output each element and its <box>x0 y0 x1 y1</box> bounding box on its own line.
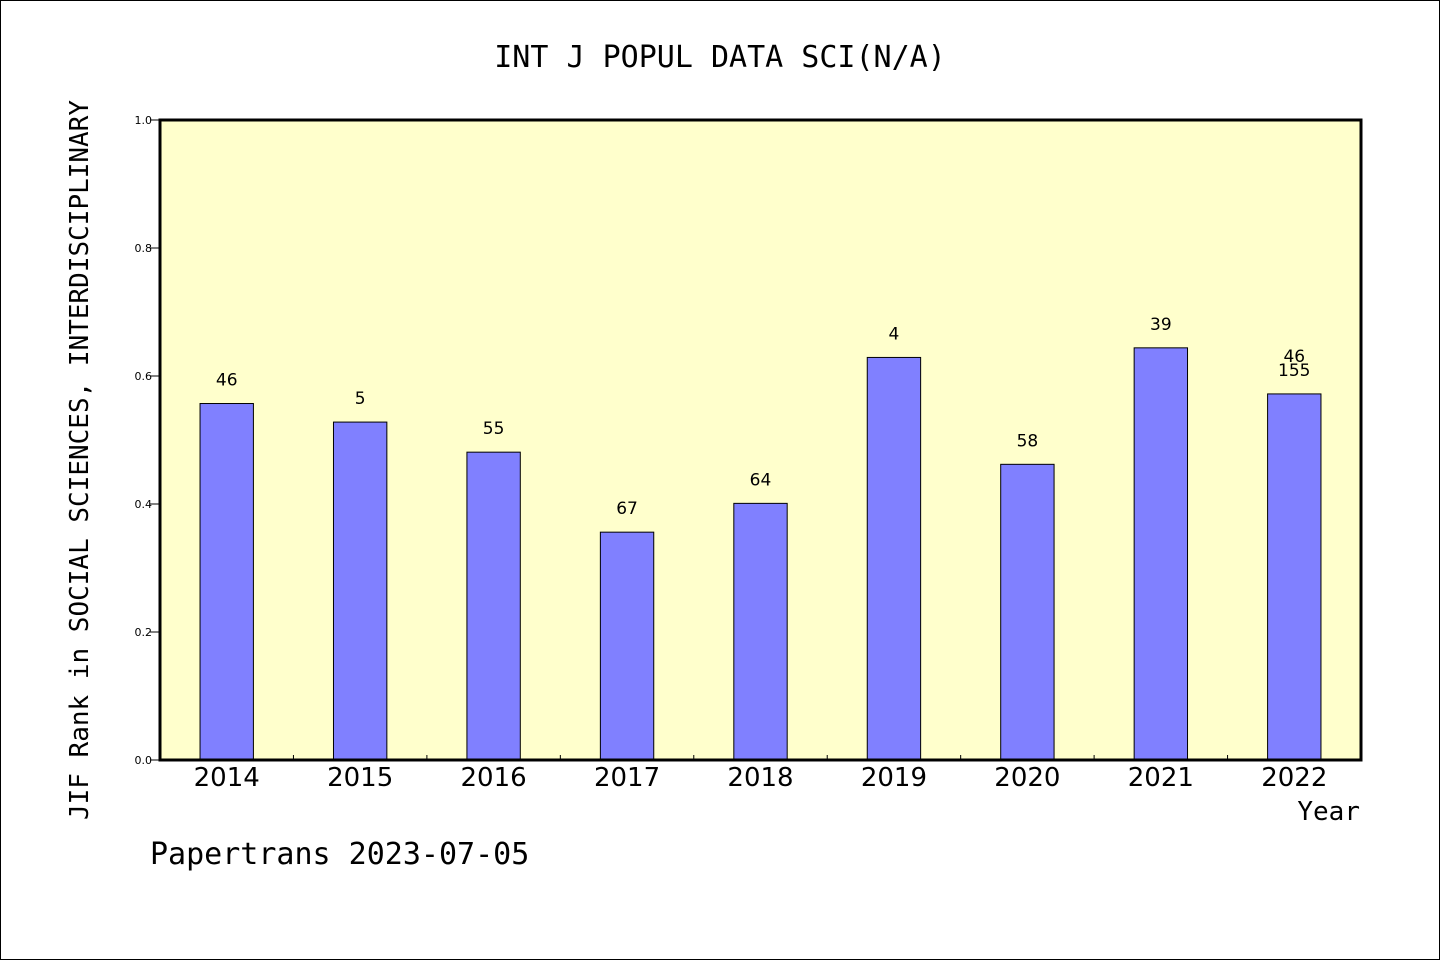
data-label-2018: 64 <box>750 470 772 490</box>
data-label-2015: 5 <box>355 389 366 409</box>
x-tick-label-2021: 2021 <box>1128 763 1194 793</box>
bar-2022 <box>1267 393 1322 761</box>
bar-2016 <box>466 451 521 761</box>
bar-2015 <box>332 421 388 761</box>
bar-2021 <box>1133 347 1189 761</box>
x-tick-label-2015: 2015 <box>327 763 393 793</box>
y-tick-label-0.8: 0.8 <box>135 242 153 255</box>
data-label-2019: 4 <box>889 324 900 344</box>
x-tick-label-2019: 2019 <box>861 763 927 793</box>
y-axis: 0.0 0.2 0.4 0.6 0.8 1.0 <box>135 114 160 767</box>
data-label-2014: 46 <box>216 371 238 391</box>
x-tick-label-2014: 2014 <box>194 763 260 793</box>
y-tick-label-0.6: 0.6 <box>135 370 153 383</box>
data-label-2021: 39 <box>1150 315 1172 335</box>
chart-title: INT J POPUL DATA SCI(N/A) <box>494 40 946 75</box>
y-tick-label-0.0: 0.0 <box>135 754 153 767</box>
data-label-2022-2: 155 <box>1278 361 1310 381</box>
y-tick-label-0.4: 0.4 <box>135 498 153 511</box>
bar-2020 <box>1000 463 1055 761</box>
x-tick-label-2017: 2017 <box>594 763 660 793</box>
bar-2018 <box>733 502 788 761</box>
x-tick-label-2018: 2018 <box>727 763 793 793</box>
data-label-2022-1: 46 <box>1283 347 1305 367</box>
watermark-text: Papertrans 2023-07-05 <box>150 837 529 872</box>
y-tick-label-1.0: 1.0 <box>135 114 153 127</box>
x-tick-label-2016: 2016 <box>461 763 527 793</box>
x-axis: 2014 2015 2016 2017 2018 2019 2020 2021 2022 <box>194 755 1327 793</box>
y-tick-label-0.2: 0.2 <box>135 626 153 639</box>
bar-2017 <box>599 531 655 761</box>
data-label-2017: 67 <box>616 499 638 519</box>
plot-border <box>158 118 1363 762</box>
bar-2014 <box>199 403 254 761</box>
x-axis-label: Year <box>1297 797 1360 827</box>
data-label-2020: 58 <box>1017 431 1039 451</box>
x-tick-label-2022: 2022 <box>1261 763 1327 793</box>
bar-series <box>199 347 1322 761</box>
y-axis-label: JIF Rank in SOCIAL SCIENCES, INTERDISCIP… <box>65 100 95 820</box>
data-label-2016: 55 <box>483 419 505 439</box>
x-tick-label-2020: 2020 <box>994 763 1060 793</box>
bar-2019 <box>866 356 922 761</box>
